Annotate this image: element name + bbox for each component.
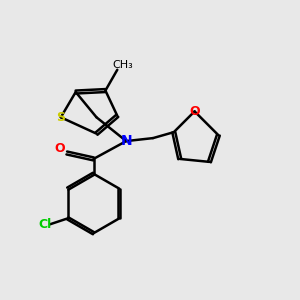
Text: S: S: [56, 111, 65, 124]
Text: Cl: Cl: [39, 218, 52, 231]
Text: CH₃: CH₃: [113, 60, 134, 70]
Text: O: O: [54, 142, 65, 155]
Text: O: O: [189, 105, 200, 118]
Text: N: N: [120, 134, 132, 148]
